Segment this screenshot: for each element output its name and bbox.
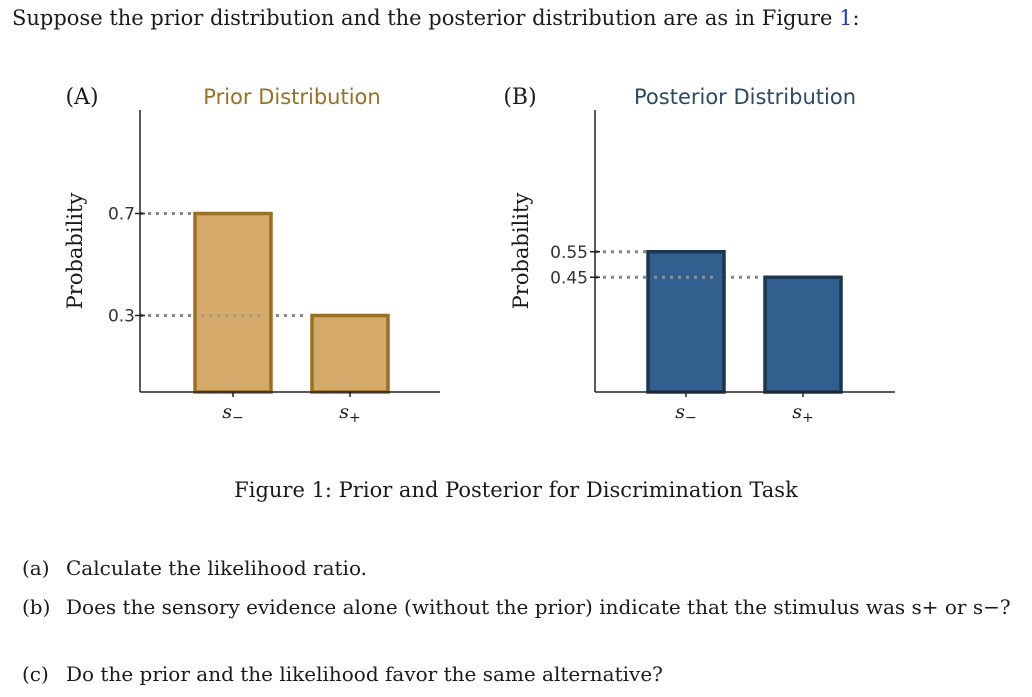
question-c: (c) Do the prior and the likelihood favor…: [22, 662, 663, 686]
panel-a-ytick-label-0: 0.7: [108, 205, 135, 225]
panel-b-ytick-label-0: 0.55: [550, 243, 588, 263]
panel-b-ylabel: Probability: [509, 193, 533, 310]
panel-a-label: (A): [65, 85, 98, 110]
panel-a-ytick-label-1: 0.3: [108, 307, 135, 327]
panel-a-ylabel: Probability: [63, 193, 87, 310]
intro-text: Suppose the prior distribution and the p…: [12, 6, 860, 30]
question-b-label: (b): [22, 595, 51, 619]
panel-a-category-label-0: s−: [222, 401, 244, 426]
question-c-label: (c): [22, 662, 49, 686]
question-c-text: Do the prior and the likelihood favor th…: [66, 662, 663, 686]
panel-b-title: Posterior Distribution: [634, 85, 856, 109]
panel-a-bar-0: [193, 211, 273, 394]
question-a-text: Calculate the likelihood ratio.: [66, 556, 367, 580]
question-a: (a) Calculate the likelihood ratio.: [22, 556, 367, 580]
figure-reference-link[interactable]: 1: [839, 6, 853, 30]
panel-b-category-label-0: s−: [675, 401, 697, 426]
figure-caption: Figure 1: Prior and Posterior for Discri…: [234, 478, 798, 502]
intro-sentence: Suppose the prior distribution and the p…: [12, 6, 840, 30]
panel-b-ytick-label-1: 0.45: [550, 268, 588, 288]
question-b: (b) Does the sensory evidence alone (with…: [22, 595, 1022, 619]
panel-b-bar-1: [763, 275, 843, 394]
panel-b-bar-0: [646, 250, 726, 394]
panel-b-category-label-1: s+: [792, 401, 814, 426]
panel-a-title: Prior Distribution: [203, 85, 380, 109]
panel-a-category-label-1: s+: [339, 401, 361, 426]
question-a-label: (a): [22, 556, 50, 580]
question-b-text: Does the sensory evidence alone (without…: [66, 595, 1011, 619]
panel-b-label: (B): [503, 85, 536, 110]
intro-suffix: :: [852, 6, 860, 30]
panel-a-bar-1: [310, 313, 390, 394]
figure-1: (A) Prior Distribution Probability 0.7 0.3 s−…: [63, 85, 895, 426]
